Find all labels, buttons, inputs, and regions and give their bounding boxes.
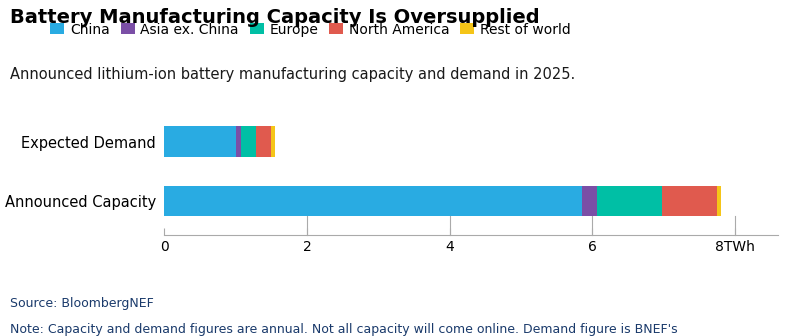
Bar <box>241 126 257 157</box>
Bar <box>581 185 597 216</box>
Bar <box>271 126 275 157</box>
Bar <box>164 126 236 157</box>
Bar <box>717 185 721 216</box>
Bar <box>597 185 662 216</box>
Text: Battery Manufacturing Capacity Is Oversupplied: Battery Manufacturing Capacity Is Oversu… <box>10 8 540 28</box>
Legend: China, Asia ex. China, Europe, North America, Rest of world: China, Asia ex. China, Europe, North Ame… <box>51 23 571 37</box>
Bar <box>164 185 581 216</box>
Bar <box>662 185 717 216</box>
Text: Announced lithium-ion battery manufacturing capacity and demand in 2025.: Announced lithium-ion battery manufactur… <box>10 67 576 82</box>
Text: Note: Capacity and demand figures are annual. Not all capacity will come online.: Note: Capacity and demand figures are an… <box>10 323 678 336</box>
Bar <box>257 126 271 157</box>
Bar <box>236 126 241 157</box>
Text: Source: BloombergNEF: Source: BloombergNEF <box>10 297 154 310</box>
